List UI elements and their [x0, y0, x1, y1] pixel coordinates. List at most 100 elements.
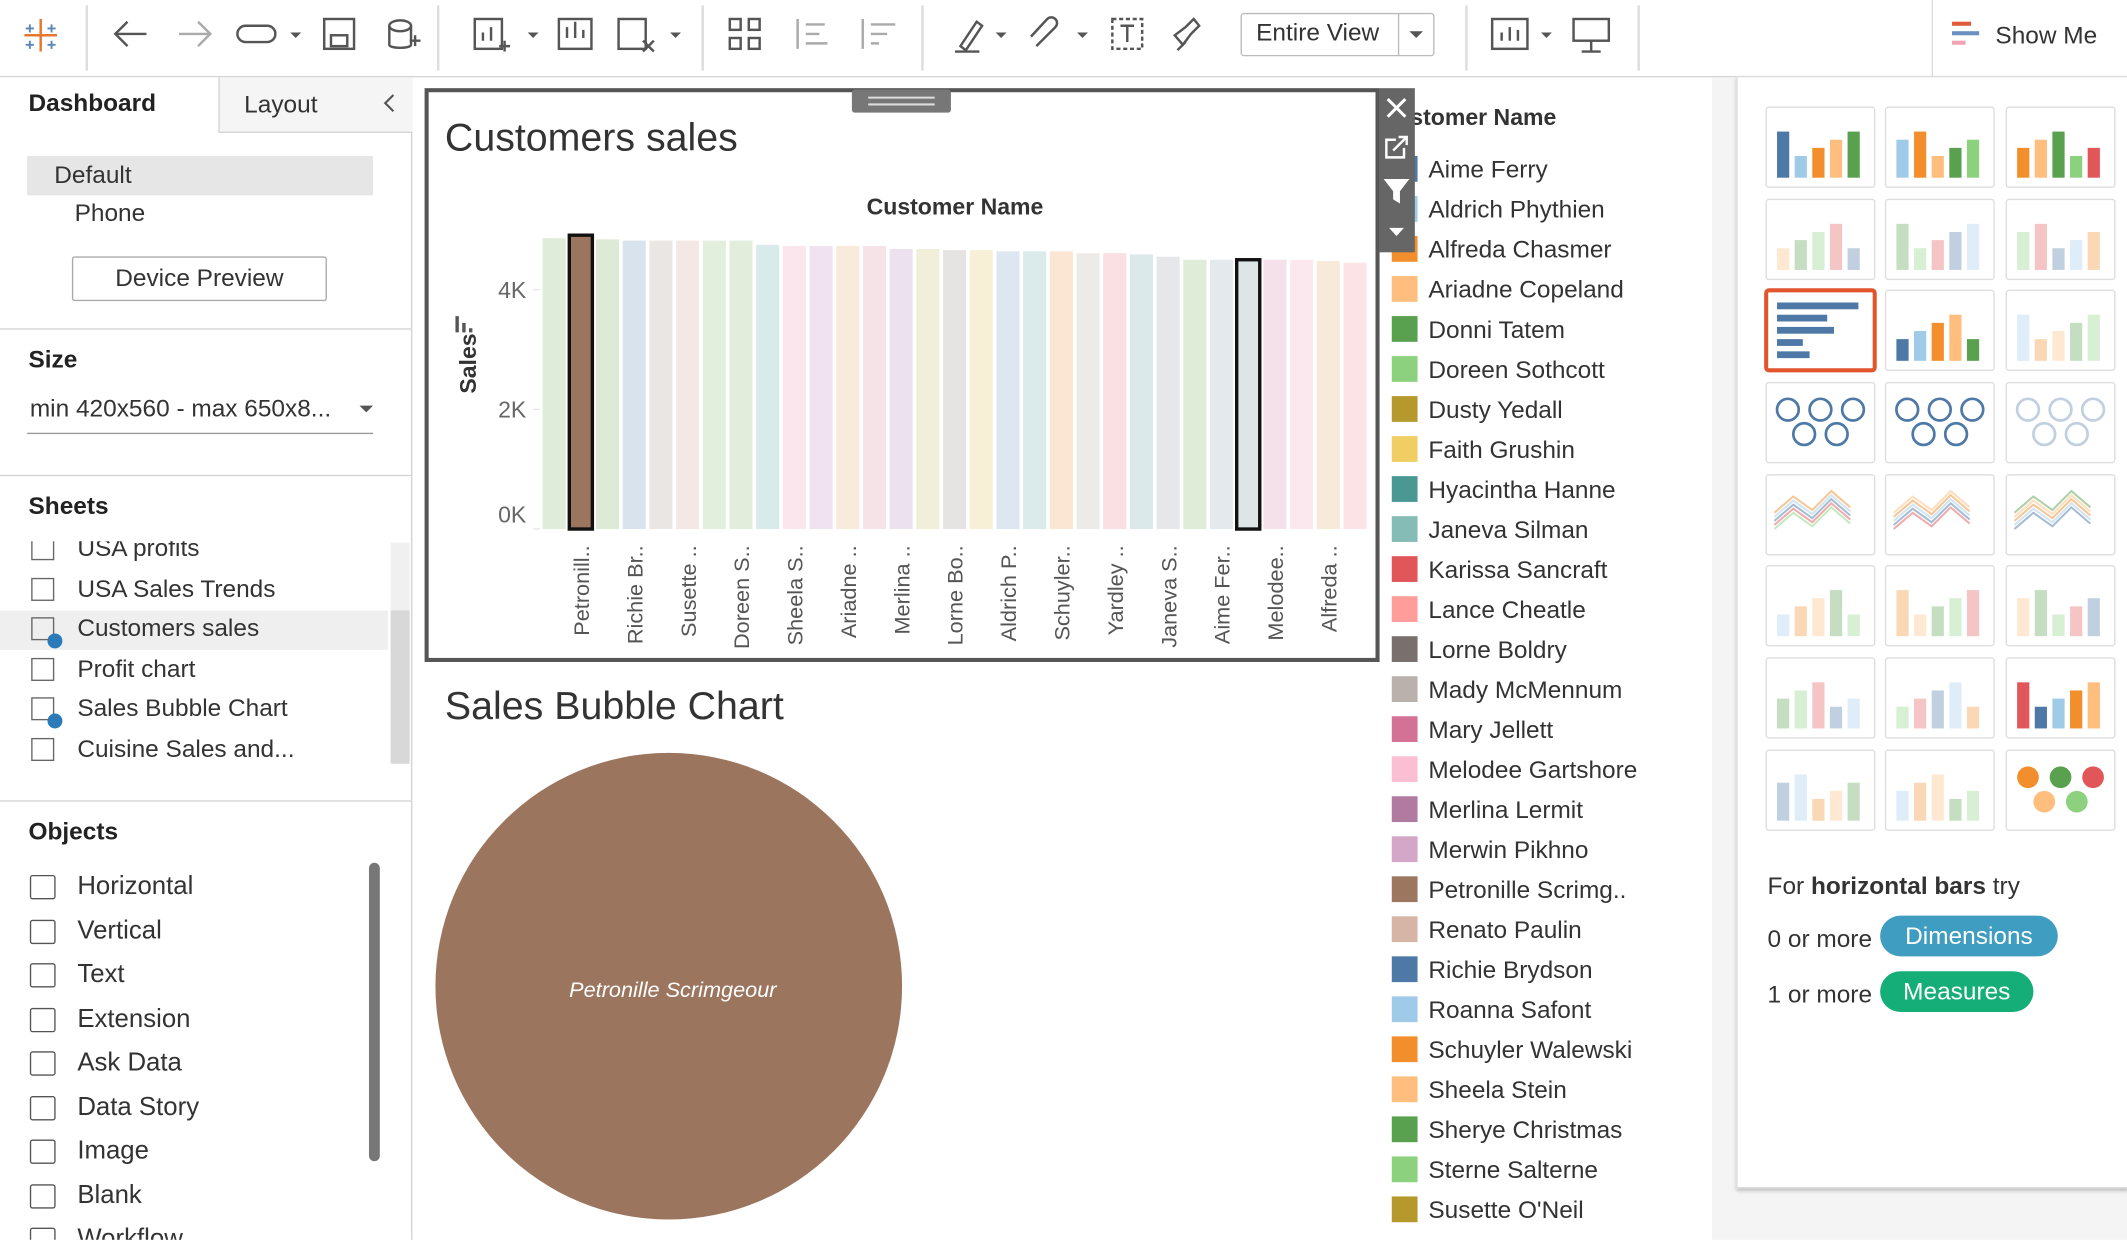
object-item[interactable]: Image — [77, 1136, 149, 1166]
chart-type-thumb[interactable] — [1884, 749, 1995, 831]
chart-type-thumb[interactable] — [1765, 198, 1876, 281]
tab[interactable]: Dashboard — [28, 89, 157, 117]
legend-item[interactable]: Doreen Sothcott — [1428, 357, 1605, 384]
bar[interactable] — [542, 238, 566, 530]
object-item[interactable]: Horizontal — [77, 872, 194, 901]
chart-type-thumb[interactable] — [1765, 381, 1876, 464]
sheet-item[interactable]: USA profits — [77, 541, 200, 562]
device[interactable]: Default — [54, 161, 132, 189]
bar[interactable] — [1343, 262, 1367, 530]
bar[interactable] — [1263, 259, 1287, 530]
bar[interactable] — [702, 240, 726, 530]
bar[interactable] — [1129, 254, 1153, 530]
object-item[interactable]: Blank — [77, 1180, 142, 1210]
measures-pill: Measures — [1880, 971, 2034, 1012]
bar[interactable] — [649, 240, 673, 530]
object-item[interactable]: Data Story — [77, 1092, 200, 1122]
bar[interactable] — [836, 245, 860, 530]
chart-type-thumb[interactable] — [1884, 381, 1995, 464]
chart-type-thumb[interactable] — [1884, 198, 1995, 281]
bar[interactable] — [943, 250, 967, 530]
chart-type-thumb[interactable] — [2005, 381, 2116, 464]
object-item[interactable]: Ask Data — [77, 1048, 182, 1078]
tab[interactable]: Layout — [244, 90, 318, 119]
legend-item[interactable]: Sheela Stein — [1428, 1077, 1566, 1104]
legend-item[interactable]: Janeva Silman — [1428, 517, 1588, 544]
sheet-item[interactable]: Cuisine Sales and... — [77, 734, 295, 762]
legend-item[interactable]: Dusty Yedall — [1428, 397, 1562, 424]
size-dropdown[interactable]: min 420x560 - max 650x8... — [29, 394, 332, 422]
bar[interactable] — [1316, 260, 1340, 530]
legend-item[interactable]: Petronille Scrimg.. — [1428, 877, 1626, 904]
legend-item[interactable]: Aime Ferry — [1428, 157, 1548, 184]
bar[interactable] — [1290, 259, 1314, 530]
legend-item[interactable]: Lance Cheatle — [1428, 597, 1585, 624]
bar[interactable] — [1156, 256, 1180, 530]
legend-item[interactable]: Alfreda Chasmer — [1428, 237, 1611, 264]
bar[interactable] — [916, 248, 940, 530]
legend-item[interactable]: Merlina Lermit — [1428, 797, 1583, 824]
legend-item[interactable]: Schuyler Walewski — [1428, 1037, 1632, 1064]
bar[interactable] — [1049, 251, 1073, 530]
legend-item[interactable]: Ariadne Copeland — [1428, 277, 1623, 304]
legend-item[interactable]: Donni Tatem — [1428, 317, 1565, 344]
legend-item[interactable]: Lorne Boldry — [1428, 637, 1567, 664]
sheet-item[interactable]: Profit chart — [77, 654, 196, 682]
legend-item[interactable]: Mary Jellett — [1428, 717, 1553, 744]
object-item[interactable]: Extension — [77, 1004, 191, 1033]
chart-type-thumb[interactable] — [2005, 749, 2116, 831]
chart-type-thumb[interactable] — [1765, 749, 1876, 831]
bar[interactable] — [622, 240, 646, 530]
chart-type-thumb[interactable] — [2005, 289, 2116, 372]
bubble[interactable] — [435, 752, 903, 1220]
legend-item[interactable]: Karissa Sancraft — [1428, 557, 1607, 584]
object-item[interactable]: Workflow — [77, 1224, 183, 1240]
fit-dropdown[interactable]: Entire View — [1256, 18, 1380, 47]
bar[interactable] — [1023, 251, 1047, 530]
bar[interactable] — [1076, 253, 1100, 530]
bar[interactable] — [676, 240, 700, 530]
bar[interactable] — [969, 250, 993, 530]
legend-item[interactable]: Renato Paulin — [1428, 917, 1581, 944]
legend-item[interactable]: Aldrich Phythien — [1428, 197, 1604, 224]
legend-item[interactable]: Mady McMennum — [1428, 677, 1622, 704]
bar[interactable] — [567, 233, 595, 531]
legend-item[interactable]: Sherye Christmas — [1428, 1117, 1622, 1144]
chart-type-thumb[interactable] — [2005, 564, 2116, 647]
legend-item[interactable]: Faith Grushin — [1428, 437, 1575, 464]
device-preview-button[interactable]: Device Preview — [71, 256, 327, 302]
chart-type-thumb[interactable] — [1884, 564, 1995, 647]
bar[interactable] — [595, 239, 620, 530]
show-me-tab[interactable]: Show Me — [1931, 0, 2127, 78]
legend-item[interactable]: Sterne Salterne — [1428, 1157, 1598, 1184]
legend-item[interactable]: Melodee Gartshore — [1428, 757, 1637, 784]
bar[interactable] — [756, 244, 780, 530]
collapse-icon[interactable] — [380, 91, 399, 115]
bar[interactable] — [1235, 258, 1262, 531]
bar[interactable] — [1103, 253, 1127, 530]
sheet-item[interactable]: Customers sales — [77, 614, 260, 642]
bar[interactable] — [809, 245, 833, 530]
legend-item[interactable]: Richie Brydson — [1428, 957, 1592, 984]
bar[interactable] — [782, 245, 806, 530]
sheet-item[interactable]: USA Sales Trends — [77, 574, 276, 602]
bar[interactable] — [862, 245, 887, 530]
bar[interactable] — [889, 248, 913, 530]
legend-item[interactable]: Susette O'Neil — [1428, 1197, 1583, 1224]
legend-item[interactable]: Merwin Pikhno — [1428, 837, 1588, 864]
legend-item[interactable]: Hyacintha Hanne — [1428, 477, 1615, 504]
object-item[interactable]: Vertical — [77, 916, 162, 945]
legend-item[interactable]: Roanna Safont — [1428, 997, 1591, 1024]
bar[interactable] — [729, 240, 753, 530]
layout-tab[interactable] — [218, 77, 413, 133]
chart-type-thumb[interactable] — [1765, 657, 1876, 739]
object-item[interactable]: Text — [77, 960, 125, 989]
bar[interactable] — [996, 251, 1020, 530]
chart-type-thumb[interactable] — [2005, 198, 2116, 281]
device[interactable]: Phone — [74, 199, 146, 227]
sheet-item[interactable]: Sales Bubble Chart — [77, 694, 288, 722]
bar[interactable] — [1183, 259, 1207, 530]
chart-type-thumb[interactable] — [1884, 657, 1995, 739]
bar[interactable] — [1210, 259, 1234, 530]
chart-type-thumb[interactable] — [1765, 564, 1876, 647]
